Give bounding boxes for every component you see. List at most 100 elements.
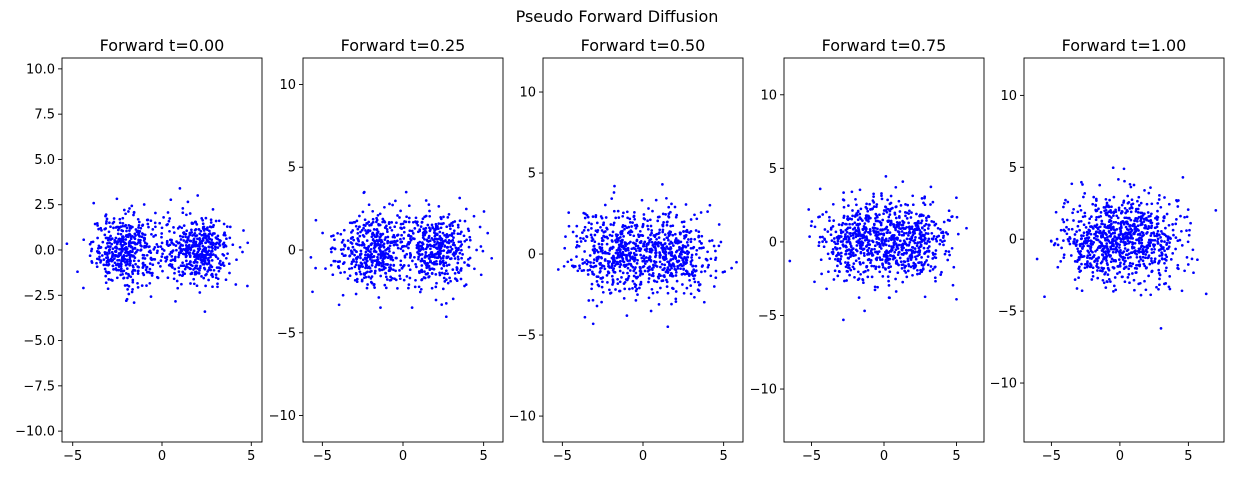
scatter-point xyxy=(445,278,448,281)
scatter-point xyxy=(689,292,693,296)
scatter-point xyxy=(694,253,698,256)
scatter-point xyxy=(817,244,821,248)
scatter-point xyxy=(609,223,613,226)
scatter-point xyxy=(125,226,129,230)
scatter-point xyxy=(626,246,630,250)
scatter-point xyxy=(414,216,418,220)
scatter-point xyxy=(388,226,392,229)
scatter-point xyxy=(1062,239,1065,242)
scatter-point xyxy=(665,285,669,288)
scatter-point xyxy=(364,261,368,264)
scatter-point xyxy=(1098,230,1102,234)
scatter-point xyxy=(894,277,897,281)
scatter-point xyxy=(659,265,662,269)
scatter-point xyxy=(401,265,405,268)
scatter-point xyxy=(603,203,607,207)
scatter-point xyxy=(1126,194,1130,198)
scatter-point xyxy=(883,242,886,246)
scatter-point xyxy=(369,247,373,251)
scatter-point xyxy=(939,228,942,231)
scatter-point xyxy=(832,278,836,281)
scatter-point xyxy=(658,228,662,232)
scatter-point xyxy=(887,215,891,219)
scatter-point xyxy=(388,202,391,206)
scatter-point xyxy=(442,263,445,267)
scatter-point xyxy=(399,222,403,226)
scatter-point xyxy=(1080,234,1083,237)
scatter-point xyxy=(455,278,458,281)
scatter-point xyxy=(1117,178,1120,181)
scatter-point xyxy=(1180,289,1184,293)
scatter-point xyxy=(714,256,718,260)
scatter-point xyxy=(331,273,335,277)
scatter-point xyxy=(656,275,660,279)
scatter-point xyxy=(450,234,454,237)
scatter-point xyxy=(148,262,152,265)
scatter-point xyxy=(343,244,347,248)
scatter-point xyxy=(392,251,395,255)
scatter-point xyxy=(843,279,846,283)
scatter-point xyxy=(693,280,697,284)
scatter-point xyxy=(225,237,228,241)
scatter-point xyxy=(670,272,674,276)
scatter-point xyxy=(378,238,381,242)
scatter-point xyxy=(616,277,619,281)
scatter-point xyxy=(375,216,378,220)
scatter-point xyxy=(136,217,140,221)
scatter-point xyxy=(1126,222,1130,226)
scatter-point xyxy=(595,280,599,283)
scatter-point xyxy=(911,203,915,207)
scatter-point xyxy=(216,257,220,260)
scatter-point xyxy=(1113,276,1117,279)
y-tick-label: 7.5 xyxy=(34,108,55,123)
scatter-point xyxy=(882,232,886,236)
scatter-point xyxy=(599,255,603,259)
scatter-point xyxy=(916,268,919,272)
scatter-point xyxy=(377,296,381,299)
scatter-point xyxy=(669,224,673,228)
scatter-point xyxy=(1157,287,1160,291)
scatter-point xyxy=(656,290,659,294)
scatter-point xyxy=(360,278,364,282)
scatter-point xyxy=(1135,253,1139,256)
scatter-point xyxy=(590,282,594,286)
scatter-point xyxy=(407,220,411,224)
scatter-point xyxy=(1062,205,1065,209)
scatter-point xyxy=(1171,252,1175,255)
scatter-point xyxy=(1137,215,1141,219)
scatter-point xyxy=(848,226,852,230)
scatter-point xyxy=(1137,247,1141,251)
scatter-point xyxy=(847,257,851,260)
scatter-point xyxy=(1192,271,1195,275)
scatter-point xyxy=(414,278,417,282)
scatter-point xyxy=(437,205,441,208)
y-tick-label: 10.0 xyxy=(26,62,55,77)
scatter-point xyxy=(427,236,431,240)
scatter-point xyxy=(1118,251,1121,255)
scatter-point xyxy=(839,231,843,235)
scatter-point xyxy=(952,265,956,269)
scatter-point xyxy=(392,243,396,247)
scatter-point xyxy=(875,256,879,260)
scatter-point xyxy=(1189,221,1192,225)
scatter-point xyxy=(628,233,632,237)
scatter-point xyxy=(464,283,468,286)
scatter-point xyxy=(706,265,710,269)
scatter-point xyxy=(449,257,453,260)
scatter-point xyxy=(1087,232,1090,235)
scatter-point xyxy=(875,250,879,254)
scatter-point xyxy=(853,215,857,218)
scatter-point xyxy=(1082,254,1086,258)
scatter-point xyxy=(627,225,631,229)
scatter-point xyxy=(926,227,930,230)
scatter-point xyxy=(205,234,209,238)
scatter-point xyxy=(210,233,214,237)
scatter-point xyxy=(1178,238,1182,242)
scatter-point xyxy=(455,250,458,253)
scatter-point xyxy=(196,247,200,251)
scatter-point xyxy=(846,215,850,218)
scatter-point xyxy=(1145,248,1148,251)
scatter-point xyxy=(445,235,448,239)
scatter-point xyxy=(605,242,609,246)
scatter-point xyxy=(376,213,380,217)
